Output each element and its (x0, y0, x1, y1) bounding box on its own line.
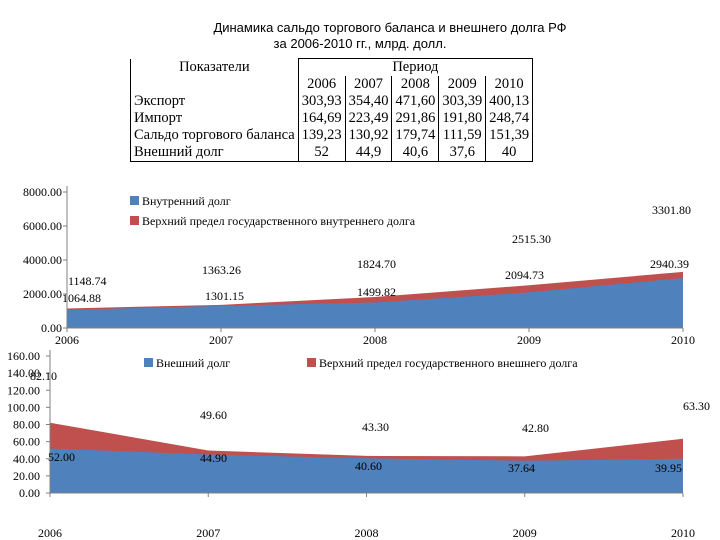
x-tick-label: 2010 (671, 333, 695, 347)
y-tick-label: 40.00 (13, 452, 40, 466)
legend-swatch (144, 358, 153, 367)
y-tick-label: 0.00 (19, 486, 40, 500)
chart-title-line2: за 2006-2010 гг., млрд. долл. (273, 36, 447, 51)
table-year-2007: 2007 (344, 76, 393, 93)
table-header-period: Период (297, 58, 534, 76)
x-tick-label: 2006 (55, 333, 79, 347)
data-label: 1499.82 (357, 285, 396, 299)
table-cell: 151,39 (485, 127, 534, 144)
external-debt-chart: 0.00 20.00 40.00 60.00 80.00 100.00 120.00 140.… (7, 349, 710, 540)
x-tick-label: 2007 (196, 526, 220, 540)
table-cell: 139,23 (297, 127, 346, 144)
data-label: 39.95 (655, 461, 682, 475)
data-label: 43.30 (362, 420, 389, 434)
data-label: 42.80 (522, 421, 549, 435)
table-cell: 40 (485, 144, 534, 162)
table-row-label: Экспорт (130, 93, 299, 110)
y-tick-label: 140.00 (7, 366, 40, 380)
legend-label: Внешний долг (156, 356, 230, 370)
y-tick-label: 20.00 (13, 469, 40, 483)
table-year-2009: 2009 (438, 76, 487, 93)
table-cell: 179,74 (391, 127, 440, 144)
table-row: Внешний долг 52 44,9 40,6 37,6 40 (130, 144, 534, 162)
x-tick-label: 2007 (209, 333, 233, 347)
chart-title-line1: Динамика сальдо торгового баланса и внеш… (213, 20, 567, 35)
table-row: Экспорт 303,93 354,40 471,60 303,39 400,13 (130, 93, 534, 110)
table-cell: 44,9 (344, 144, 393, 162)
data-label: 82.10 (30, 369, 57, 383)
data-label: 44.90 (200, 451, 227, 465)
data-label: 52.00 (48, 450, 75, 464)
legend-swatch (307, 358, 316, 367)
data-label: 2094.73 (505, 268, 544, 282)
table-cell: 303,93 (297, 93, 346, 110)
y-tick-label: 80.00 (13, 418, 40, 432)
data-label: 1363.26 (202, 263, 241, 277)
table-row-label: Сальдо торгового баланса (130, 127, 299, 144)
legend-label: Верхний предел государственного внешнего… (319, 356, 578, 370)
table-year-row: 2006 2007 2008 2009 2010 (130, 76, 534, 93)
x-tick-label: 2009 (513, 526, 537, 540)
data-label: 3301.80 (652, 203, 691, 217)
table-header-label: Показатели (130, 58, 299, 76)
table-year-2006: 2006 (297, 76, 346, 93)
data-label: 49.60 (200, 408, 227, 422)
y-tick-label: 8000.00 (23, 185, 62, 199)
y-tick-label: 100.00 (7, 400, 40, 414)
table-cell: 303,39 (438, 93, 487, 110)
table-cell: 130,92 (344, 127, 393, 144)
table-year-2008: 2008 (391, 76, 440, 93)
area-series-1 (67, 278, 683, 328)
x-tick-label: 2010 (671, 526, 695, 540)
table-body: Экспорт 303,93 354,40 471,60 303,39 400,13 Имп… (130, 93, 534, 162)
legend-label: Верхний предел государственного внутренн… (142, 214, 416, 228)
table-cell: 40,6 (391, 144, 440, 162)
y-tick-label: 160.00 (7, 349, 40, 363)
y-tick-label: 120.00 (7, 383, 40, 397)
table-row-label: Импорт (130, 110, 299, 127)
data-label: 1064.88 (62, 291, 101, 305)
table-year-2010: 2010 (485, 76, 534, 93)
table-cell: 291,86 (391, 110, 440, 127)
y-tick-label: 0.00 (41, 321, 62, 335)
table-cell: 471,60 (391, 93, 440, 110)
data-label: 1301.15 (205, 289, 244, 303)
y-tick-label: 2000.00 (23, 287, 62, 301)
table-cell: 191,80 (438, 110, 487, 127)
x-tick-label: 2008 (363, 333, 387, 347)
table-cell: 164,69 (297, 110, 346, 127)
area-series-1 (50, 448, 683, 493)
table-cell: 37,6 (438, 144, 487, 162)
y-tick-label: 6000.00 (23, 219, 62, 233)
data-label: 40.60 (355, 459, 382, 473)
data-label: 2515.30 (512, 232, 551, 246)
x-tick-label: 2006 (38, 526, 62, 540)
legend-swatch (130, 196, 139, 205)
table-row: Сальдо торгового баланса 139,23 130,92 179,… (130, 127, 534, 144)
y-tick-label: 60.00 (13, 435, 40, 449)
x-tick-label: 2008 (355, 526, 379, 540)
data-label: 63.30 (683, 399, 710, 413)
table-cell: 111,59 (438, 127, 487, 144)
table-cell: 223,49 (344, 110, 393, 127)
domestic-debt-chart: 0.00 2000.00 4000.00 6000.00 8000.00 2006 2007… (23, 185, 695, 347)
x-tick-label: 2009 (517, 333, 541, 347)
table-cell: 248,74 (485, 110, 534, 127)
data-label: 1148.74 (68, 274, 107, 288)
table-cell: 400,13 (485, 93, 534, 110)
legend-label: Внутренний долг (142, 194, 231, 208)
data-label: 2940.39 (650, 257, 689, 271)
indicators-table: Показатели Период 2006 2007 2008 2009 2010 Э… (130, 58, 534, 162)
data-label: 1824.70 (357, 257, 396, 271)
table-row-label: Внешний долг (130, 144, 299, 162)
table-row: Импорт 164,69 223,49 291,86 191,80 248,74 (130, 110, 534, 127)
data-label: 37.64 (508, 461, 535, 475)
y-tick-label: 4000.00 (23, 253, 62, 267)
legend-swatch (130, 216, 139, 225)
table-cell: 354,40 (344, 93, 393, 110)
table-cell: 52 (297, 144, 346, 162)
